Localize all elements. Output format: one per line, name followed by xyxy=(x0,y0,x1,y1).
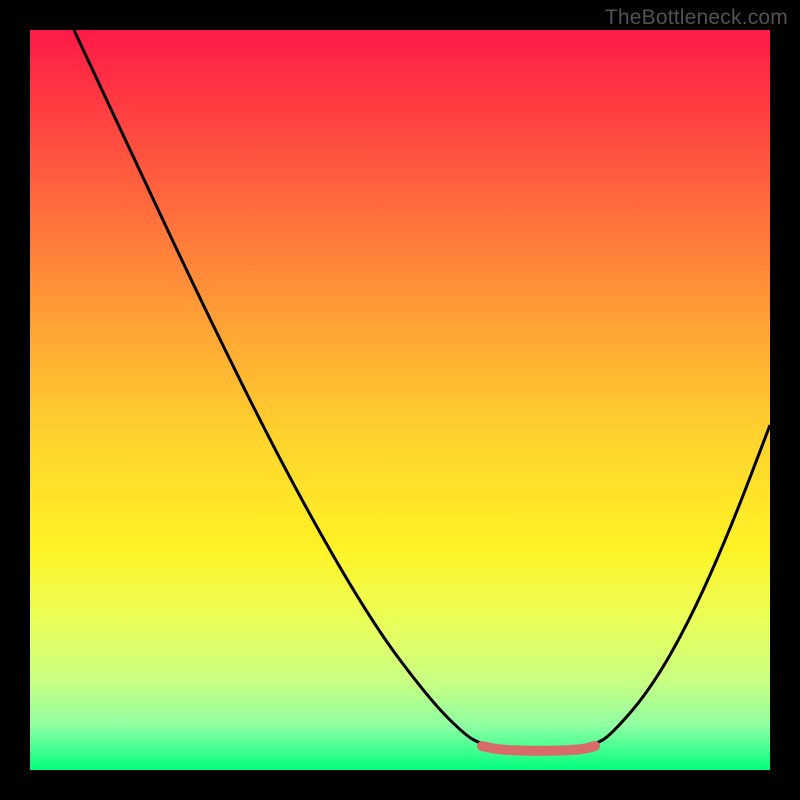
chart-container: TheBottleneck.com xyxy=(0,0,800,800)
flat-bottom-segment xyxy=(482,746,595,751)
watermark-text: TheBottleneck.com xyxy=(605,6,788,30)
curve-layer xyxy=(30,30,770,770)
curve-right xyxy=(595,425,770,744)
plot-area xyxy=(30,30,770,770)
curve-left xyxy=(74,30,482,744)
